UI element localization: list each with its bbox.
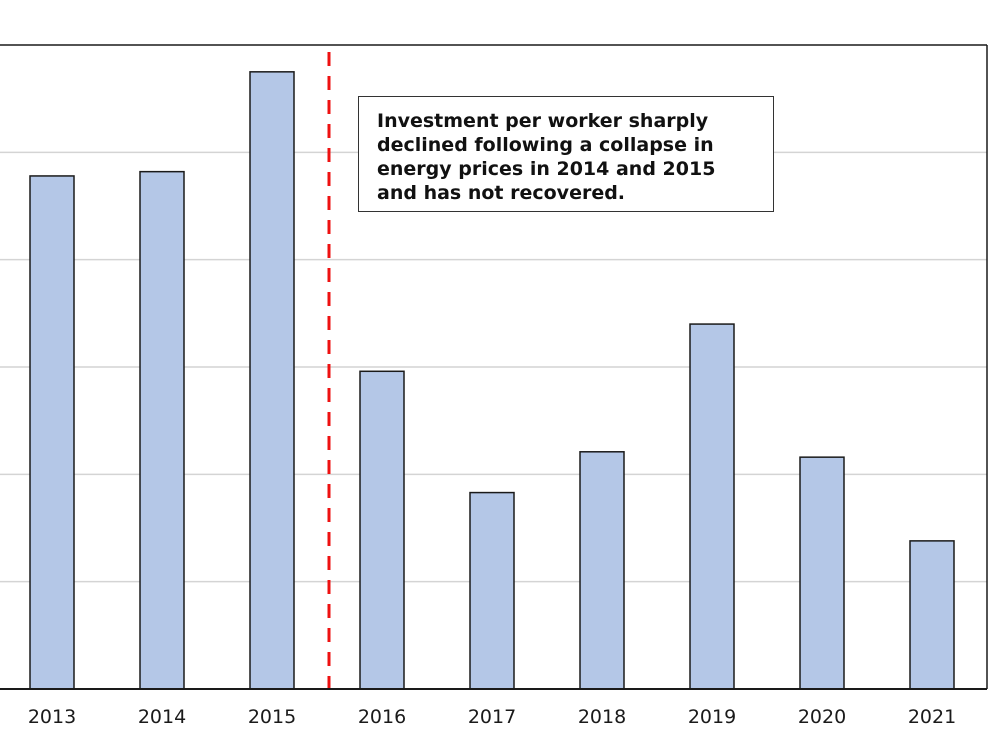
bar-2019	[689, 323, 735, 690]
bar-2014	[139, 170, 185, 690]
bar-2013	[29, 175, 75, 690]
annotation-line: Investment per worker sharply	[377, 110, 709, 132]
bars	[29, 71, 955, 690]
x-tick-label: 2014	[138, 706, 186, 728]
plot-frame	[0, 44, 988, 690]
x-tick-label: 2021	[908, 706, 956, 728]
bar-2015	[249, 71, 295, 690]
bar-2018	[579, 451, 625, 690]
x-tick-labels: 2013 2014 2015 2016 2017 2018 2019 2020 2021	[28, 706, 956, 728]
x-tick-label: 2017	[468, 706, 516, 728]
x-tick-label: 2015	[248, 706, 296, 728]
x-tick-label: 2019	[688, 706, 736, 728]
x-tick-label: 2018	[578, 706, 626, 728]
annotation-line: declined following a collapse in	[377, 134, 714, 156]
annotation-line: energy prices in 2014 and 2015	[377, 158, 716, 180]
x-tick-label: 2020	[798, 706, 846, 728]
x-tick-label: 2013	[28, 706, 76, 728]
bar-2021	[909, 540, 955, 690]
bar-2017	[469, 491, 515, 690]
x-tick-label: 2016	[358, 706, 406, 728]
annotation-box: Investment per worker sharply declined f…	[358, 96, 774, 212]
bar-2020	[799, 456, 845, 690]
annotation-line: and has not recovered.	[377, 182, 626, 204]
bar-2016	[359, 370, 405, 690]
